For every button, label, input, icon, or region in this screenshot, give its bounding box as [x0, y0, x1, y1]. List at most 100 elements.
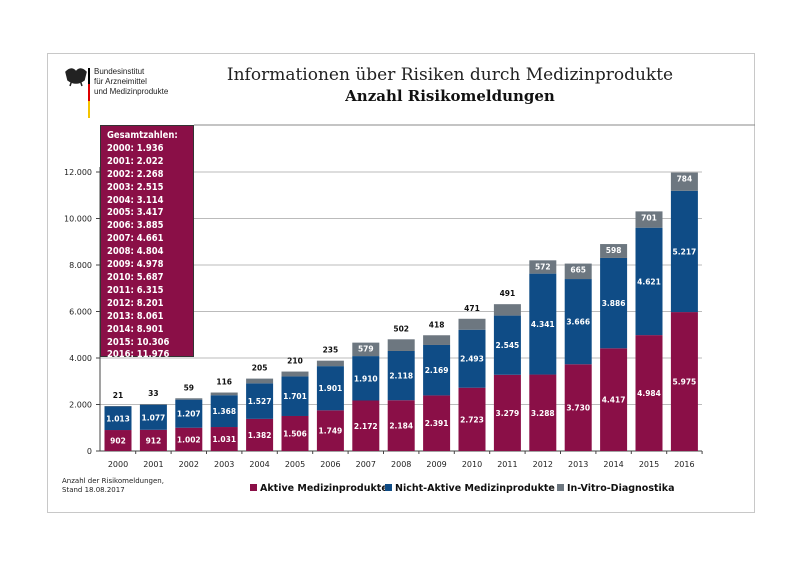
data-label: 1.382	[248, 431, 272, 440]
bar-segment-1	[139, 429, 167, 451]
logo-line: für Arzneimittel	[94, 77, 147, 86]
x-tick-label: 2001	[143, 460, 163, 469]
data-label: 2.184	[389, 422, 413, 431]
bar-segment-3	[670, 172, 698, 191]
data-label: 902	[110, 437, 126, 446]
data-label: 579	[358, 345, 374, 354]
x-tick-label: 2016	[674, 460, 694, 469]
totals-line: 2012: 8.201	[107, 297, 164, 309]
bar-segment-2	[423, 344, 451, 396]
y-tick-label: 2.000	[69, 401, 92, 410]
totals-line: 2004: 3.114	[107, 194, 164, 206]
data-label: 2.493	[460, 355, 484, 364]
chart-subtitle: Anzahl Risikomeldungen	[345, 87, 555, 105]
bar-segment-3	[600, 244, 628, 258]
x-tick-label: 2009	[426, 460, 446, 469]
data-label: 1.901	[319, 384, 343, 393]
data-label: 1.077	[142, 413, 166, 422]
bar-segment-3	[493, 304, 521, 316]
bar-segment-2	[246, 383, 274, 419]
bar-segment-2	[387, 350, 415, 401]
bar-segment-2	[352, 356, 380, 401]
data-label: 4.417	[602, 396, 626, 405]
x-tick-label: 2003	[214, 460, 234, 469]
data-label: 4.341	[531, 320, 555, 329]
bar-segment-3	[423, 335, 451, 345]
y-tick-label: 6.000	[69, 308, 92, 317]
bar-segment-3	[316, 360, 344, 367]
bar-segment-1	[281, 415, 309, 451]
data-label: 5.217	[673, 247, 697, 256]
y-tick-label: 8.000	[69, 261, 92, 270]
bar-segment-3	[210, 392, 238, 396]
data-label: 59	[184, 383, 194, 392]
bar-segment-2	[104, 406, 132, 431]
y-tick-label: 12.000	[64, 168, 92, 177]
totals-box: Gesamtzahlen: 2000: 1.936 2001: 2.022 2002…	[100, 125, 194, 360]
x-tick-label: 2006	[320, 460, 340, 469]
data-label: 784	[677, 175, 693, 184]
x-tick-label: 2015	[639, 460, 659, 469]
data-label: 1.527	[248, 397, 272, 406]
x-tick-label: 2012	[533, 460, 553, 469]
data-label: 235	[323, 346, 339, 355]
footnote: Anzahl der Risikomeldungen, Stand 18.08.…	[62, 477, 164, 495]
bar-segment-1	[387, 400, 415, 451]
bar-segment-2	[635, 227, 663, 336]
data-label: 3.288	[531, 409, 555, 418]
x-tick-label: 2011	[497, 460, 517, 469]
bar-segment-1	[352, 400, 380, 451]
data-label: 1.701	[283, 392, 307, 401]
bar-segment-2	[139, 404, 167, 430]
totals-line: 2005: 3.417	[107, 207, 164, 219]
x-tick-label: 2010	[462, 460, 482, 469]
bar-segment-1	[316, 410, 344, 451]
data-label: 2.118	[389, 372, 413, 381]
legend-swatch	[385, 484, 392, 491]
eagle-logo-icon	[65, 68, 90, 118]
bar-segment-3	[387, 339, 415, 351]
bar-segment-2	[210, 395, 238, 428]
x-tick-label: 2004	[249, 460, 269, 469]
totals-line: 2014: 8.901	[107, 323, 164, 335]
x-tick-label: 2008	[391, 460, 411, 469]
data-label: 665	[570, 266, 586, 275]
totals-line: 2009: 4.978	[107, 259, 164, 271]
totals-line: 2000: 1.936	[107, 142, 164, 154]
bar-segment-2	[564, 279, 592, 365]
bar-segment-3	[529, 260, 557, 274]
bar-segment-1	[210, 427, 238, 451]
legend-label: In-Vitro-Diagnostika	[567, 483, 675, 494]
bar-segment-1	[635, 335, 663, 451]
data-label: 3.666	[566, 318, 590, 327]
totals-line: 2003: 2.515	[107, 181, 164, 193]
data-label: 2.545	[496, 341, 520, 350]
data-label: 1.013	[106, 414, 130, 423]
legend-label: Aktive Medizinprodukte	[260, 483, 388, 494]
bar-segment-3	[175, 398, 203, 400]
data-label: 210	[287, 357, 303, 366]
footnote-line: Anzahl der Risikomeldungen,	[62, 477, 164, 485]
x-tick-label: 2000	[108, 460, 128, 469]
bar-segment-3	[458, 318, 486, 330]
data-label: 1.207	[177, 410, 201, 419]
totals-line: 2006: 3.885	[107, 220, 164, 232]
data-label: 116	[216, 378, 232, 387]
y-tick-label: 4.000	[69, 354, 92, 363]
x-tick-label: 2002	[179, 460, 199, 469]
data-label: 1.031	[212, 435, 236, 444]
totals-line: 2010: 5.687	[107, 271, 164, 283]
data-label: 3.886	[602, 299, 626, 308]
totals-line: 2015: 10.306	[107, 336, 170, 348]
x-tick-label: 2013	[568, 460, 588, 469]
bar-segment-1	[246, 418, 274, 451]
legend-label: Nicht-Aktive Medizinprodukte	[395, 483, 555, 494]
legend-swatch	[557, 484, 564, 491]
totals-line: 2001: 2.022	[107, 155, 164, 167]
data-label: 2.723	[460, 415, 484, 424]
data-label: 2.391	[425, 419, 449, 428]
bar-segment-1	[670, 312, 698, 451]
bar-segment-2	[458, 329, 486, 388]
x-tick-label: 2014	[603, 460, 623, 469]
